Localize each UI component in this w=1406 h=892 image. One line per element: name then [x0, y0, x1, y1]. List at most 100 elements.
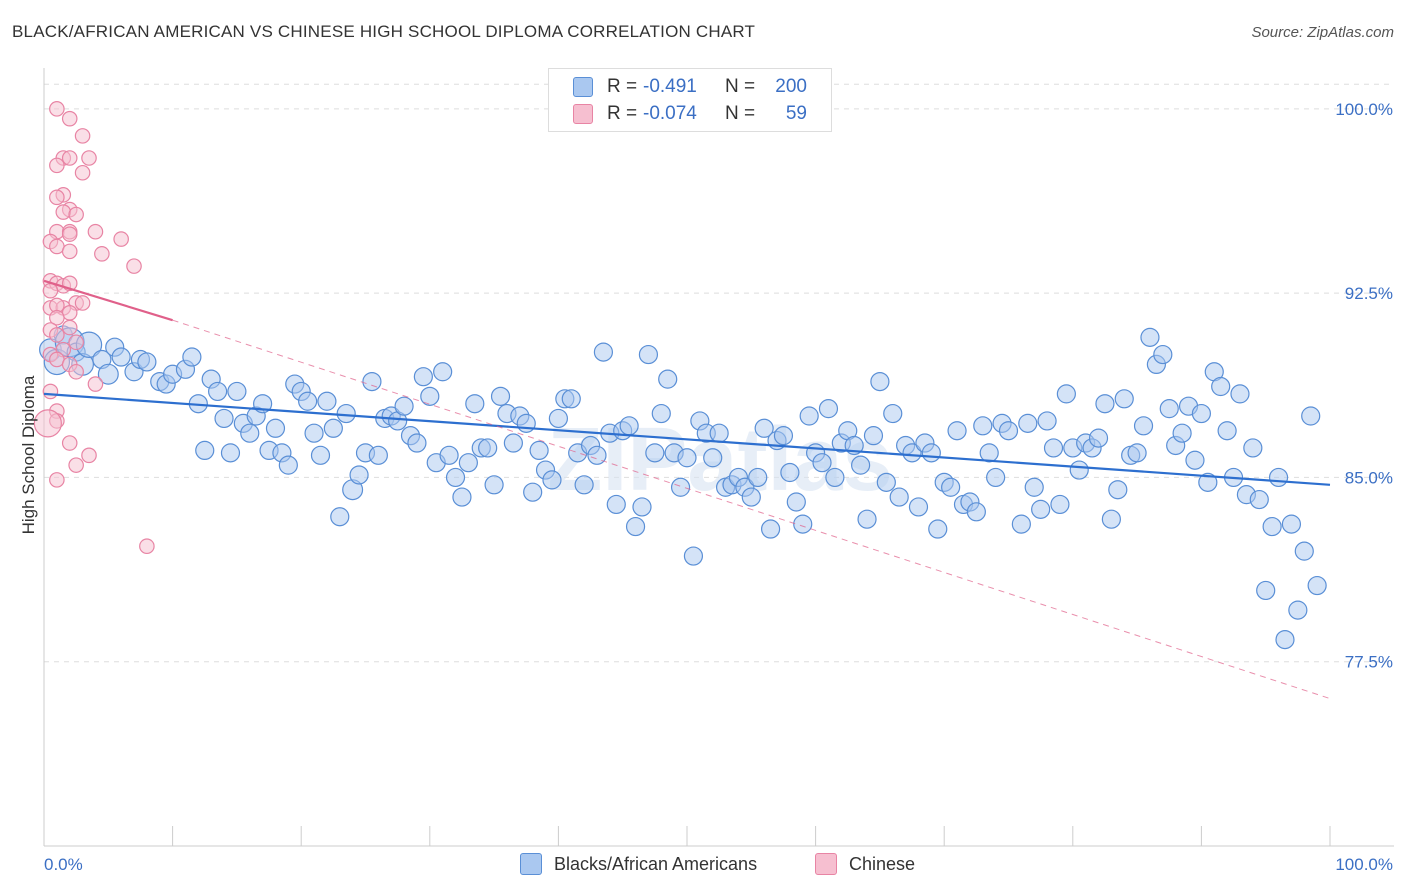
point-blacks [1307, 575, 1327, 596]
point-blacks [986, 467, 1006, 488]
point-blacks [857, 509, 877, 529]
point-chinese [68, 206, 84, 223]
point-blacks [330, 507, 350, 527]
trend-line-blacks [43, 392, 1331, 486]
chart-title: BLACK/AFRICAN AMERICAN VS CHINESE HIGH S… [12, 22, 756, 41]
point-chinese [81, 447, 97, 464]
point-blacks [1198, 472, 1218, 492]
point-blacks [111, 347, 131, 367]
legend-n-label: N = [725, 103, 756, 124]
bottom-legend-swatch-pink [815, 853, 837, 875]
point-blacks [420, 386, 440, 406]
point-chinese [49, 351, 65, 368]
point-chinese [49, 189, 65, 206]
point-blacks [677, 448, 697, 468]
point-blacks [265, 418, 286, 438]
legend-row-blacks: R = -0.491 N = 200 [573, 75, 807, 99]
point-blacks [349, 465, 369, 485]
legend-r-value: -0.074 [643, 103, 697, 124]
point-blacks [851, 455, 871, 475]
point-blacks [465, 394, 485, 414]
point-blacks [542, 470, 562, 490]
point-blacks [1031, 499, 1051, 519]
point-blacks [973, 416, 993, 436]
point-blacks [1024, 477, 1044, 497]
point-blacks [574, 475, 594, 495]
point-blacks [1191, 403, 1212, 424]
point-chinese [61, 304, 78, 321]
point-chinese [49, 309, 65, 326]
point-chinese [49, 327, 65, 343]
point-blacks [516, 413, 536, 433]
point-chinese [87, 223, 104, 240]
point-blacks [799, 406, 819, 426]
point-blacks [1011, 514, 1031, 534]
point-blacks [908, 497, 929, 517]
point-blacks [298, 391, 318, 411]
point-blacks [1230, 384, 1250, 404]
point-blacks [863, 426, 884, 446]
point-blacks [876, 472, 896, 492]
legend-r-label: R = [607, 76, 638, 97]
point-blacks [529, 440, 549, 460]
point-chinese [68, 457, 84, 473]
point-blacks [966, 502, 986, 522]
point-blacks [825, 467, 845, 488]
point-blacks [561, 389, 581, 409]
legend-r-label: R = [607, 103, 638, 124]
source-label: Source: ZipAtlas.com [1251, 24, 1394, 41]
point-blacks [1281, 514, 1302, 534]
point-chinese [126, 258, 142, 274]
point-blacks [1050, 494, 1070, 515]
point-blacks [998, 421, 1019, 441]
point-blacks [651, 403, 671, 424]
legend-swatch-blue [573, 77, 593, 97]
point-blacks [658, 369, 678, 389]
legend: R = -0.491 N = 200 R = -0.074 N = 59 [548, 68, 832, 132]
y-tick-label: 85.0% [1345, 468, 1393, 487]
point-blacks [638, 344, 659, 365]
point-chinese [49, 157, 65, 174]
point-chinese [33, 409, 62, 438]
point-chinese [49, 238, 65, 255]
point-blacks [1301, 406, 1321, 426]
point-blacks [445, 467, 466, 488]
point-blacks [748, 467, 768, 488]
series-chinese-points [33, 101, 155, 555]
point-blacks [413, 367, 433, 387]
point-chinese [74, 164, 91, 181]
tick-labels: 77.5% 85.0% 92.5% 100.0% 0.0% 100.0% [44, 100, 1393, 874]
point-blacks [606, 494, 626, 515]
point-blacks [1043, 438, 1064, 458]
point-blacks [1294, 541, 1314, 561]
point-blacks [97, 363, 119, 385]
point-chinese [49, 472, 65, 488]
point-blacks [137, 352, 157, 372]
point-blacks [780, 462, 800, 483]
trend-lines [43, 279, 1331, 700]
x-tick-label-min: 0.0% [44, 855, 83, 874]
point-chinese [61, 435, 78, 451]
point-blacks [1140, 327, 1160, 347]
point-chinese [94, 246, 110, 262]
point-blacks [1288, 600, 1308, 620]
point-blacks [632, 497, 652, 517]
point-blacks [452, 487, 472, 507]
point-blacks [1108, 480, 1128, 500]
trend-line-chinese-extrapolated [172, 319, 1331, 700]
point-blacks [645, 443, 665, 463]
point-blacks [1217, 421, 1237, 441]
legend-r-value: -0.491 [643, 76, 697, 97]
point-blacks [478, 438, 498, 458]
point-blacks [214, 408, 234, 429]
point-blacks [1101, 509, 1121, 529]
point-blacks [484, 475, 504, 495]
point-blacks [741, 487, 761, 507]
point-chinese [61, 243, 78, 260]
point-blacks [1095, 394, 1115, 414]
point-blacks [523, 482, 543, 502]
y-tick-label: 100.0% [1335, 100, 1393, 119]
point-blacks [227, 381, 247, 402]
point-blacks [593, 342, 614, 362]
point-blacks [1069, 460, 1089, 480]
